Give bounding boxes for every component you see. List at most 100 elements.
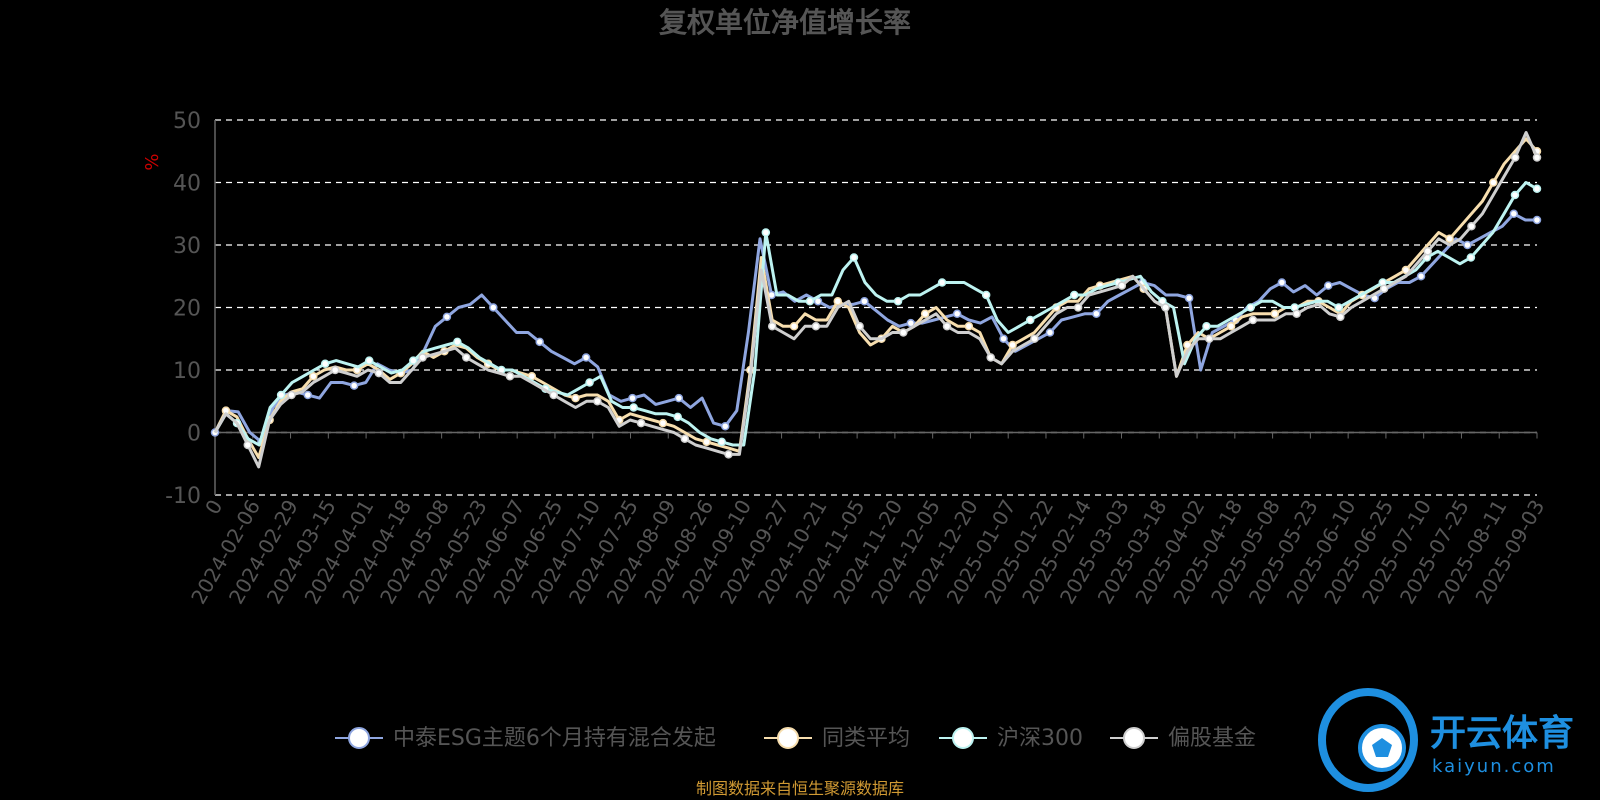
data-point[interactable]: [462, 353, 471, 362]
data-point[interactable]: [761, 228, 771, 237]
data-point[interactable]: [1324, 281, 1333, 290]
data-point[interactable]: [1161, 303, 1170, 312]
data-point[interactable]: [937, 278, 947, 287]
data-point[interactable]: [1532, 153, 1542, 162]
data-point[interactable]: [1270, 309, 1280, 318]
data-point[interactable]: [1463, 240, 1472, 250]
data-point[interactable]: [720, 422, 730, 431]
data-point[interactable]: [549, 390, 558, 400]
data-point[interactable]: [1070, 290, 1079, 300]
legend-item-4[interactable]: 偏股基金: [1110, 726, 1256, 751]
data-point[interactable]: [571, 393, 580, 403]
data-point[interactable]: [811, 322, 821, 331]
y-tick-label: 30: [173, 234, 201, 259]
legend: 中泰ESG主题6个月持有混合发起 同类平均 沪深300 偏股基金: [335, 726, 1256, 751]
data-point[interactable]: [1532, 215, 1542, 225]
data-point[interactable]: [1509, 209, 1519, 218]
data-point[interactable]: [349, 381, 359, 390]
watermark-logo: 开云体育 kaiyun.com: [1318, 688, 1574, 792]
data-point[interactable]: [1277, 278, 1287, 287]
data-point[interactable]: [489, 303, 498, 312]
data-point[interactable]: [276, 390, 286, 400]
data-point[interactable]: [330, 365, 340, 375]
legend-item-2[interactable]: 同类平均: [764, 726, 910, 751]
data-point[interactable]: [320, 359, 330, 368]
data-point[interactable]: [805, 297, 815, 306]
data-point[interactable]: [1246, 303, 1255, 312]
data-point[interactable]: [1510, 190, 1520, 200]
data-point[interactable]: [942, 322, 952, 331]
data-point[interactable]: [999, 334, 1008, 343]
data-point[interactable]: [1202, 322, 1211, 331]
data-point[interactable]: [1184, 293, 1194, 303]
data-point[interactable]: [585, 378, 594, 387]
data-point[interactable]: [1466, 253, 1476, 262]
data-point[interactable]: [1183, 340, 1192, 350]
data-point[interactable]: [1248, 315, 1258, 325]
data-point[interactable]: [849, 253, 859, 262]
data-point[interactable]: [1204, 334, 1214, 343]
data-point[interactable]: [658, 418, 668, 428]
data-point[interactable]: [1416, 272, 1426, 281]
legend-label-1: 中泰ESG主题6个月持有混合发起: [393, 726, 716, 751]
data-point[interactable]: [629, 403, 638, 412]
data-point[interactable]: [1445, 234, 1454, 243]
legend-item-3[interactable]: 沪深300: [939, 726, 1083, 751]
data-point[interactable]: [855, 322, 864, 331]
data-point[interactable]: [581, 353, 591, 362]
data-point[interactable]: [374, 368, 384, 378]
data-point[interactable]: [986, 353, 995, 362]
data-point[interactable]: [1336, 312, 1345, 322]
data-point[interactable]: [243, 440, 253, 450]
data-point[interactable]: [1379, 284, 1389, 293]
data-point[interactable]: [717, 437, 727, 447]
data-point[interactable]: [442, 312, 452, 322]
data-point[interactable]: [1510, 153, 1520, 162]
data-point[interactable]: [1489, 178, 1498, 187]
data-point[interactable]: [636, 418, 646, 428]
data-point[interactable]: [1008, 340, 1017, 350]
data-point[interactable]: [1334, 303, 1343, 312]
data-point[interactable]: [535, 337, 544, 347]
series-line-3: [213, 181, 1538, 447]
x-tick-label: 0: [200, 496, 227, 519]
data-point[interactable]: [833, 297, 843, 306]
data-point[interactable]: [702, 437, 711, 447]
data-point[interactable]: [1423, 247, 1432, 256]
legend-item-1[interactable]: 中泰ESG主题6个月持有混合发起: [335, 726, 716, 751]
data-point[interactable]: [453, 337, 462, 347]
data-point[interactable]: [724, 450, 733, 459]
data-point[interactable]: [628, 393, 637, 403]
data-point[interactable]: [674, 393, 684, 403]
data-point[interactable]: [593, 397, 602, 406]
data-point[interactable]: [893, 297, 903, 306]
data-point[interactable]: [1532, 184, 1542, 193]
data-point[interactable]: [364, 356, 374, 365]
data-point[interactable]: [1292, 309, 1301, 318]
data-point[interactable]: [673, 412, 682, 422]
data-point[interactable]: [418, 353, 427, 362]
data-point[interactable]: [899, 328, 908, 337]
data-point[interactable]: [860, 297, 869, 306]
data-point[interactable]: [1117, 281, 1127, 290]
data-point[interactable]: [287, 390, 296, 400]
data-point[interactable]: [789, 322, 799, 331]
data-point[interactable]: [767, 322, 777, 331]
data-point[interactable]: [1073, 303, 1083, 312]
data-point[interactable]: [1467, 222, 1476, 231]
data-point[interactable]: [1226, 322, 1236, 331]
data-point[interactable]: [409, 356, 418, 365]
data-point[interactable]: [1092, 309, 1101, 318]
data-point[interactable]: [1025, 315, 1035, 325]
data-point[interactable]: [1401, 265, 1411, 275]
data-point[interactable]: [964, 322, 974, 331]
data-point[interactable]: [920, 309, 930, 318]
data-point[interactable]: [1030, 334, 1039, 343]
data-point[interactable]: [680, 434, 690, 443]
data-point[interactable]: [303, 390, 313, 400]
data-point[interactable]: [505, 372, 515, 381]
data-point[interactable]: [309, 372, 318, 381]
data-point[interactable]: [1045, 328, 1055, 337]
data-point[interactable]: [981, 290, 991, 300]
data-point[interactable]: [952, 309, 962, 318]
